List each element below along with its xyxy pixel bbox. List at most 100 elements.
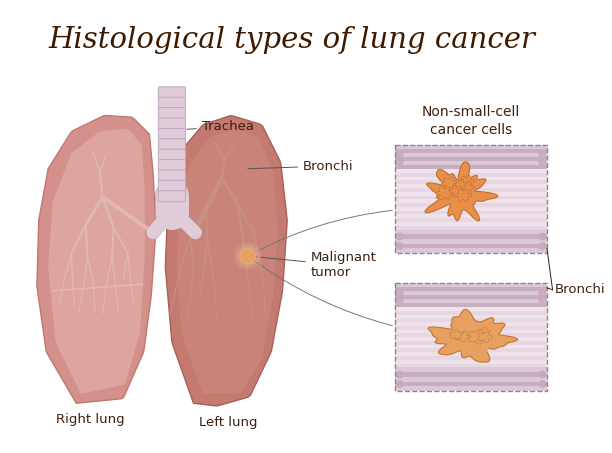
Text: Left lung: Left lung [199,415,258,429]
Polygon shape [165,116,287,406]
FancyBboxPatch shape [159,128,185,140]
Bar [395,352,547,356]
FancyBboxPatch shape [159,170,185,181]
Bar [395,333,547,337]
Bar [395,173,547,177]
Circle shape [539,297,545,303]
Polygon shape [459,176,475,188]
Circle shape [397,152,403,158]
Text: Bronchi: Bronchi [248,159,354,173]
Bar [395,203,547,207]
Bar [395,283,547,391]
Circle shape [237,246,258,266]
Bar [395,322,547,326]
FancyBboxPatch shape [159,107,185,119]
Bar [395,207,547,211]
Circle shape [539,381,545,387]
Polygon shape [425,162,498,221]
FancyBboxPatch shape [159,180,185,191]
Bar [395,249,547,253]
Bar [395,283,547,287]
Bar [395,188,547,192]
FancyBboxPatch shape [159,191,185,202]
Bar [395,180,547,184]
Polygon shape [428,309,518,362]
Text: Right lung: Right lung [56,413,125,426]
Bar [395,153,547,157]
Bar [395,314,547,318]
Polygon shape [453,182,465,191]
Bar [395,211,547,214]
Polygon shape [48,129,144,394]
Bar [395,177,547,180]
FancyBboxPatch shape [159,97,185,108]
Text: Trachea: Trachea [187,120,254,133]
Bar [395,218,547,222]
Circle shape [241,250,255,263]
Bar [395,214,547,218]
Bar [395,326,547,330]
Bar [395,330,547,333]
Circle shape [397,233,403,240]
Bar [395,157,547,161]
Circle shape [479,345,487,353]
FancyBboxPatch shape [159,87,185,98]
Bar [395,283,547,391]
Circle shape [539,233,545,240]
Bar [395,341,547,345]
Bar [395,192,547,196]
Bar [395,295,547,299]
Text: Small-cell
cancer cells: Small-cell cancer cells [433,299,515,332]
Bar [395,356,547,360]
Text: Bronchi: Bronchi [554,283,605,296]
Bar [395,367,547,372]
Bar [395,244,547,249]
Circle shape [397,243,403,250]
Circle shape [235,243,261,269]
Bar [395,161,547,165]
Bar [395,226,547,230]
Polygon shape [436,187,453,200]
Circle shape [482,342,488,349]
Polygon shape [449,186,465,197]
Bar [395,196,547,199]
Polygon shape [177,129,278,394]
Bar [395,184,547,188]
Bar [395,311,547,314]
Bar [395,360,547,364]
Circle shape [397,289,403,296]
Polygon shape [478,328,491,336]
Bar [395,287,547,291]
Polygon shape [456,181,475,195]
Polygon shape [477,332,493,342]
Bar [395,318,547,322]
Circle shape [539,243,545,250]
FancyBboxPatch shape [159,139,185,149]
Bar [395,307,547,311]
Text: Malignant
tumor: Malignant tumor [251,251,376,280]
Bar [395,239,547,244]
Bar [395,381,547,386]
Circle shape [397,381,403,387]
Bar [395,303,547,307]
Circle shape [397,371,403,378]
Bar [395,145,547,149]
Circle shape [539,289,545,296]
Text: Non-small-cell
cancer cells: Non-small-cell cancer cells [422,105,520,137]
Polygon shape [441,177,457,189]
Polygon shape [468,330,488,344]
Circle shape [539,371,545,378]
Bar [395,299,547,303]
Polygon shape [449,330,463,339]
Bar [395,307,547,367]
Circle shape [397,159,403,165]
Polygon shape [453,179,467,189]
FancyBboxPatch shape [159,149,185,160]
Bar [395,199,547,203]
Text: Histological types of lung cancer: Histological types of lung cancer [48,26,536,54]
Bar [395,234,547,239]
Circle shape [539,152,545,158]
Bar [395,377,547,381]
Bar [395,145,547,253]
Bar [395,149,547,153]
